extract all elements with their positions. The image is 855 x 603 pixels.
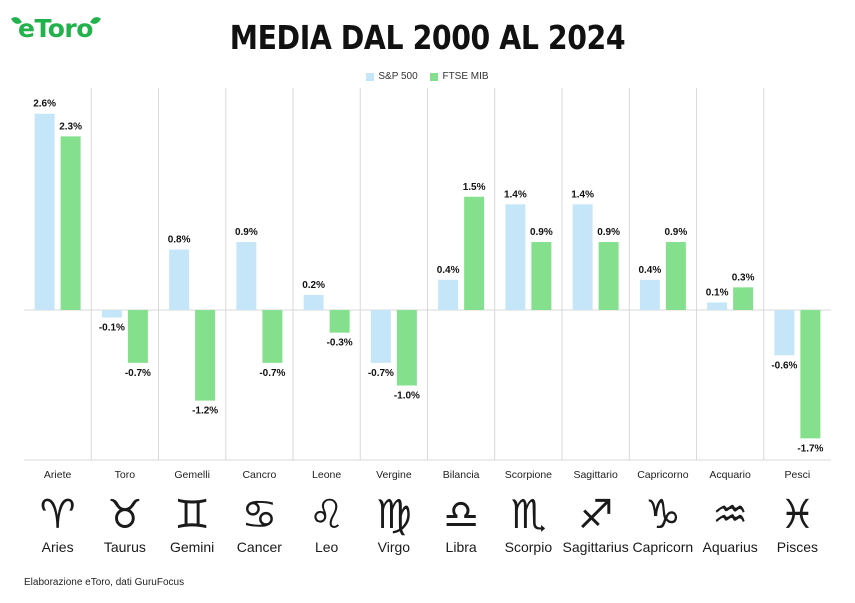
data-label: -0.1% — [99, 323, 125, 334]
zodiac-name: Aquarius — [702, 539, 757, 555]
bar-sp500 — [707, 302, 728, 310]
data-label: 0.4% — [437, 265, 460, 276]
category-label: Pesci — [785, 469, 811, 481]
data-label: 0.3% — [732, 272, 755, 283]
bar-ftsemib — [329, 310, 350, 333]
data-label: 1.4% — [504, 189, 527, 200]
category-label: Leone — [312, 469, 341, 481]
data-label: 0.9% — [235, 227, 258, 238]
data-label: 1.4% — [571, 189, 594, 200]
bar-ftsemib — [800, 310, 821, 439]
data-label: -0.7% — [368, 368, 394, 379]
data-label: -0.7% — [259, 368, 285, 379]
aquarius-icon: ♒ — [712, 492, 748, 538]
category-label: Sagittario — [573, 469, 618, 481]
bar-sp500 — [236, 242, 257, 310]
data-label: 0.9% — [597, 227, 620, 238]
bar-ftsemib — [598, 242, 619, 310]
bar-sp500 — [572, 204, 593, 310]
category-label: Capricorno — [637, 469, 689, 481]
legend-item-ftsemib: FTSE MIB — [430, 71, 489, 82]
data-label: 1.5% — [463, 182, 486, 193]
data-label: -0.3% — [327, 338, 353, 349]
category-label: Toro — [115, 469, 136, 481]
bar-sp500 — [101, 310, 122, 318]
data-label: 0.2% — [302, 280, 325, 291]
virgo-icon: ♍ — [376, 492, 412, 538]
bar-sp500 — [774, 310, 795, 356]
category-label: Gemelli — [174, 469, 210, 481]
data-label: 0.4% — [638, 265, 661, 276]
zodiac-name: Cancer — [237, 539, 282, 555]
zodiac-name: Scorpio — [505, 539, 553, 555]
category-label: Vergine — [376, 469, 412, 481]
libra-icon: ♎ — [443, 492, 479, 538]
cancer-icon: ♋ — [241, 492, 277, 538]
zodiac-name: Taurus — [104, 539, 146, 555]
bar-sp500 — [370, 310, 391, 363]
bar-sp500 — [34, 113, 55, 310]
bar-ftsemib — [464, 196, 485, 310]
chart-title: MEDIA DAL 2000 AL 2024 — [229, 18, 626, 57]
category-label: Scorpione — [505, 469, 552, 481]
bar-sp500 — [639, 279, 660, 310]
bar-ftsemib — [733, 287, 754, 310]
bar-ftsemib — [531, 242, 552, 310]
gemini-icon: ♊ — [174, 492, 210, 538]
bar-sp500 — [438, 279, 459, 310]
zodiac-name: Libra — [446, 539, 477, 555]
bar-ftsemib — [60, 136, 81, 310]
bar-sp500 — [303, 294, 324, 310]
data-label: -0.7% — [125, 368, 151, 379]
legend-label-ftsemib: FTSE MIB — [442, 71, 489, 82]
source-footnote: Elaborazione eToro, dati GuruFocus — [24, 577, 185, 588]
legend-swatch-ftsemib — [430, 72, 439, 81]
pisces-icon: ♓ — [779, 492, 815, 538]
zodiac-name: Virgo — [378, 539, 411, 555]
capricorn-icon: ♑ — [645, 492, 681, 538]
bar-ftsemib — [195, 310, 216, 401]
zodiac-name: Aries — [42, 539, 74, 555]
data-label: 2.3% — [59, 121, 82, 132]
data-label: 0.8% — [168, 235, 191, 246]
bar-ftsemib — [665, 242, 686, 310]
data-label: -0.6% — [771, 360, 797, 371]
leo-icon: ♌ — [309, 492, 345, 538]
aries-icon: ♈ — [40, 492, 76, 538]
bar-ftsemib — [262, 310, 283, 363]
logo-text: eToro — [18, 14, 93, 43]
zodiac-name: Capricorn — [633, 539, 694, 555]
legend-swatch-sp500 — [366, 72, 375, 81]
category-label: Ariete — [44, 469, 72, 481]
taurus-icon: ♉ — [107, 492, 143, 538]
bar-sp500 — [169, 249, 190, 310]
zodiac-name: Sagittarius — [563, 539, 629, 555]
category-label: Acquario — [709, 469, 751, 481]
legend-item-sp500: S&P 500 — [366, 71, 418, 82]
bar-ftsemib — [396, 310, 417, 386]
data-label: -1.0% — [394, 391, 420, 402]
data-label: 0.9% — [664, 227, 687, 238]
zodiac-name: Gemini — [170, 539, 214, 555]
bar-sp500 — [505, 204, 526, 310]
data-label: 0.1% — [706, 287, 729, 298]
bar-ftsemib — [127, 310, 148, 363]
data-label: 2.6% — [33, 99, 56, 110]
sagittarius-icon: ♐ — [578, 492, 614, 538]
category-label: Bilancia — [443, 469, 480, 481]
legend-label-sp500: S&P 500 — [378, 71, 418, 82]
category-label: Cancro — [242, 469, 276, 481]
zodiac-name: Pisces — [777, 539, 818, 555]
scorpio-icon: ♏ — [510, 492, 546, 538]
zodiac-name: Leo — [315, 539, 339, 555]
data-label: -1.7% — [797, 443, 823, 454]
data-label: 0.9% — [530, 227, 553, 238]
data-label: -1.2% — [192, 406, 218, 417]
etoro-logo: eToro — [11, 14, 101, 43]
legend: S&P 500 FTSE MIB — [0, 71, 855, 84]
